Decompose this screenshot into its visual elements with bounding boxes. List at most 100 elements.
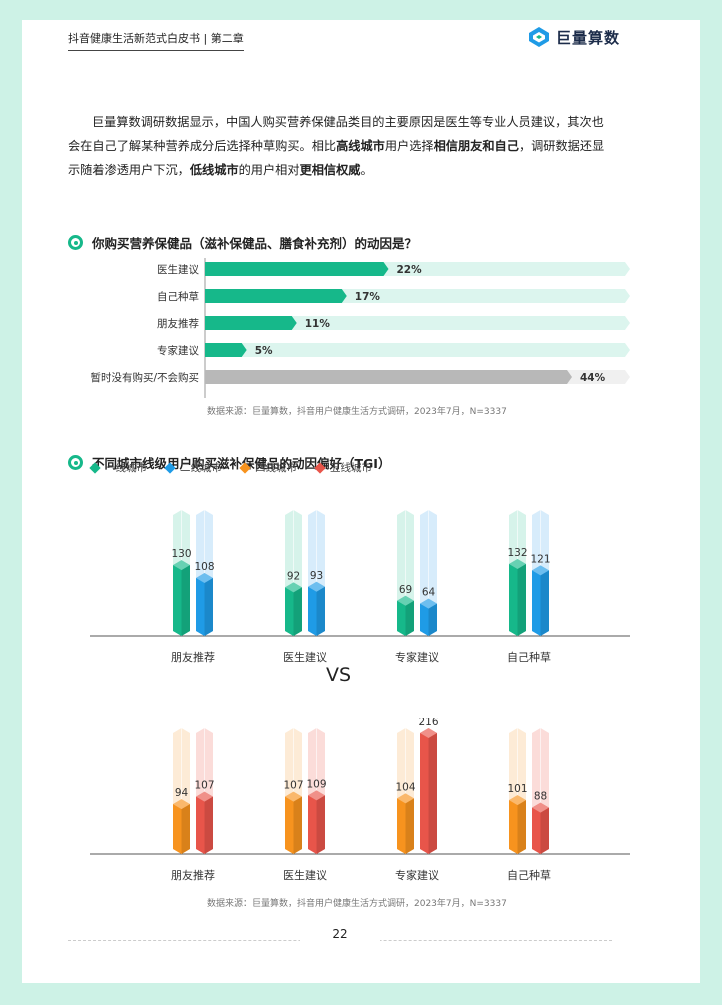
bar	[308, 790, 325, 854]
bar-top-face	[420, 728, 437, 738]
section1-source: 数据来源：巨量算数，抖音用户健康生活方式调研，2023年7月，N=3337	[207, 407, 507, 417]
bar	[205, 316, 297, 330]
category-label: 朋友推荐	[157, 317, 199, 330]
bar-side-face	[540, 570, 549, 636]
legend-item: 四线城市	[239, 460, 297, 475]
header-title: 抖音健康生活新范式白皮书 | 第二章	[68, 30, 244, 51]
category-label: 自己种草	[157, 290, 199, 303]
brand-logo: 巨量算数	[528, 26, 620, 48]
legend-swatch	[239, 461, 251, 474]
bar-top-face	[285, 791, 302, 802]
bar-side-face	[428, 733, 437, 854]
bar-side-face	[316, 586, 325, 636]
motive-bar-chart: 医生建议 22% 自己种草 17% 朋友推荐 11% 专家建议 5% 暂时没有购买/不会购买 44…	[90, 258, 630, 398]
bar	[308, 581, 325, 636]
bar-top-face	[173, 560, 190, 571]
bar-side-face	[517, 800, 526, 854]
bar-top-face	[509, 559, 526, 569]
value-label: 132	[507, 547, 527, 559]
bar	[420, 598, 437, 636]
category-label: 医生建议	[283, 868, 327, 882]
bar	[509, 559, 526, 636]
category-label: 医生建议	[157, 263, 199, 276]
bar-top-face	[196, 791, 213, 802]
bar-side-face	[405, 600, 414, 636]
bar-top-face	[532, 802, 549, 813]
value-label: 44%	[580, 372, 606, 384]
brand-name: 巨量算数	[556, 28, 621, 47]
value-label: 93	[310, 570, 323, 582]
bar	[509, 795, 526, 854]
bar-top-face	[397, 793, 414, 804]
legend-swatch	[164, 461, 176, 474]
legend-item: 二线城市	[164, 460, 222, 475]
bar	[397, 595, 414, 636]
bar-top-face	[196, 573, 213, 583]
bar-side-face	[293, 587, 302, 636]
category-label: 自己种草	[507, 650, 551, 664]
value-label: 216	[418, 718, 438, 728]
bar-side-face	[181, 565, 190, 636]
bar	[420, 728, 437, 854]
legend-item: 五线城市	[314, 460, 372, 475]
value-label: 107	[283, 780, 303, 792]
bar-track	[205, 316, 630, 330]
bar-side-face	[540, 807, 549, 854]
bar-top-face	[420, 598, 437, 609]
section1-title: 你购买营养保健品（滋补保健品、膳食补充剂）的动因是？	[68, 233, 417, 252]
brand-logo-icon	[529, 27, 549, 47]
category-label: 朋友推荐	[171, 868, 215, 882]
target-icon	[68, 455, 83, 470]
bar	[205, 262, 389, 276]
intro-paragraph: 巨量算数调研数据显示，中国人购买营养保健品类目的主要原因是医生等专业人员建议，其…	[68, 115, 605, 177]
value-label: 104	[395, 781, 415, 793]
vs-label: VS	[326, 664, 352, 686]
section2-source: 数据来源：巨量算数，抖音用户健康生活方式调研，2023年7月，N=3337	[207, 899, 507, 909]
target-icon	[68, 235, 83, 250]
value-label: 64	[422, 587, 436, 599]
value-label: 108	[194, 561, 214, 573]
bar-side-face	[204, 578, 213, 636]
value-label: 88	[534, 791, 547, 803]
tgi-legend: 一线城市 二线城市 四线城市 五线城市	[89, 460, 372, 475]
bar-top-face	[397, 595, 414, 606]
bar-side-face	[405, 798, 414, 854]
bar	[205, 370, 572, 384]
legend-item: 一线城市	[89, 460, 147, 475]
bar	[205, 343, 247, 357]
value-label: 101	[507, 783, 527, 795]
bar	[532, 565, 549, 636]
bar-side-face	[293, 796, 302, 854]
bar	[173, 560, 190, 636]
bar-top-face	[509, 795, 526, 806]
bar-side-face	[517, 564, 526, 636]
bar-track	[205, 343, 630, 357]
bar	[173, 799, 190, 854]
bar-side-face	[204, 796, 213, 854]
legend-swatch	[89, 461, 101, 474]
bar-side-face	[316, 795, 325, 854]
category-label: 专家建议	[157, 344, 199, 357]
value-label: 121	[530, 553, 550, 565]
category-label: 专家建议	[395, 868, 439, 882]
value-label: 11%	[305, 318, 331, 330]
bar	[205, 289, 347, 303]
bar	[532, 802, 549, 854]
page-number: 22	[300, 927, 380, 941]
bar-top-face	[173, 799, 190, 810]
bar-top-face	[308, 581, 325, 592]
category-label: 朋友推荐	[171, 650, 215, 664]
legend-swatch	[314, 461, 326, 474]
value-label: 130	[171, 548, 191, 560]
bar-top-face	[532, 565, 549, 576]
bar-top-face	[285, 582, 302, 593]
category-label: 专家建议	[395, 650, 439, 664]
value-label: 17%	[355, 291, 381, 303]
bar-top-face	[308, 790, 325, 801]
category-label: 暂时没有购买/不会购买	[90, 371, 199, 384]
value-label: 94	[175, 787, 189, 799]
category-label: 自己种草	[507, 868, 551, 882]
value-label: 92	[287, 570, 300, 582]
